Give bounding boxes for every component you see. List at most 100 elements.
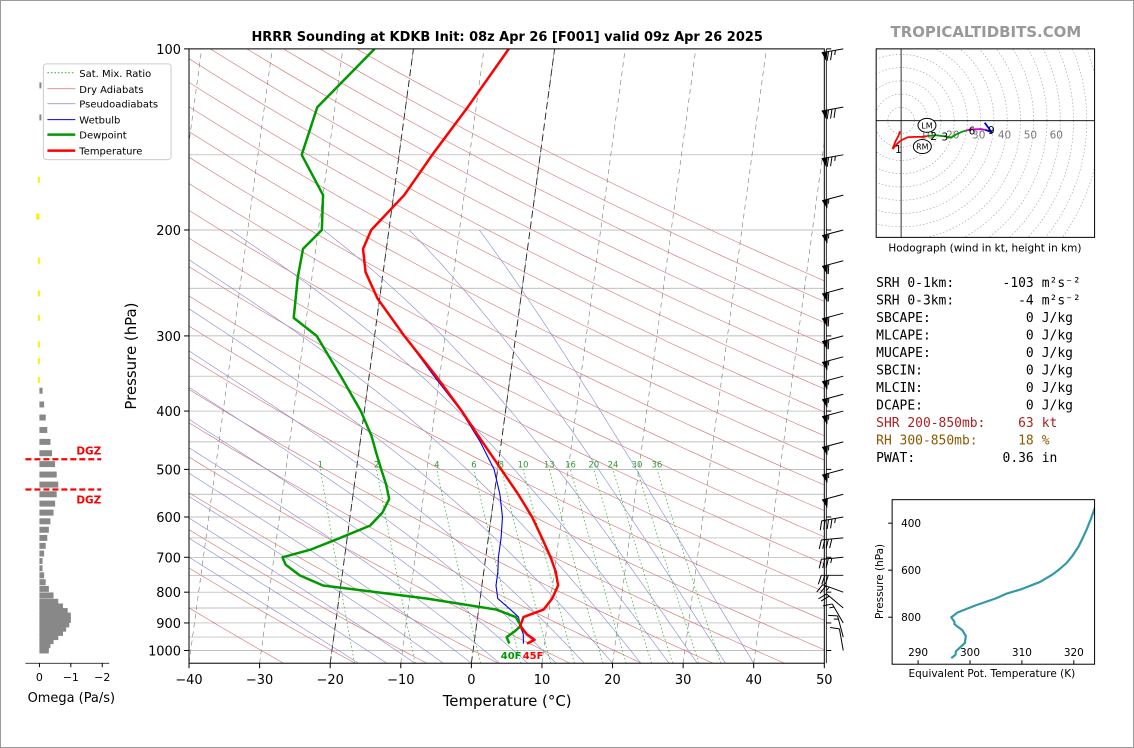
hodograph-trace: 1 2 3 6 9 LM RM xyxy=(891,117,995,156)
dry-adiabat xyxy=(189,389,714,664)
mixing-ratio-label: 8 xyxy=(499,459,504,469)
stat-value: 0.36 xyxy=(1003,451,1034,466)
omega-bar xyxy=(39,500,56,507)
barb-full xyxy=(820,595,830,602)
theta-e-line xyxy=(950,505,1095,660)
barb-full xyxy=(817,575,822,585)
mixing-ratio-line xyxy=(612,469,674,664)
pseudoadiabat xyxy=(189,308,613,664)
omega-bar xyxy=(36,213,40,220)
omega-tick-label: −2 xyxy=(94,671,110,684)
wind-barb xyxy=(821,194,844,209)
storm-motion-marker xyxy=(917,117,937,133)
stat-label: PWAT: xyxy=(876,451,915,466)
chart-title: HRRR Sounding at KDKB Init: 08z Apr 26 [… xyxy=(251,30,762,45)
wind-barb xyxy=(821,468,844,483)
barb-full xyxy=(827,264,830,275)
barb-half xyxy=(833,618,839,620)
skewt-frame xyxy=(188,48,825,664)
omega-bar xyxy=(39,461,56,468)
hodograph-rings: 10 20 30 40 50 60 xyxy=(876,48,1095,238)
pressure-tick-label: 500 xyxy=(156,463,181,478)
mixing-ratio-line xyxy=(501,469,552,664)
barb-half xyxy=(828,233,830,239)
barb-full xyxy=(816,584,824,593)
skewt-legend: Sat. Mix. Ratio Dry Adiabats Pseudoadiab… xyxy=(42,63,172,161)
omega-bar xyxy=(39,414,46,421)
omega-bar xyxy=(39,387,43,394)
temp-tick-label: 10 xyxy=(534,673,550,688)
omega-bar xyxy=(39,617,71,624)
barb-full xyxy=(827,292,830,302)
barb-full xyxy=(822,539,826,549)
temp-tick-label: 40 xyxy=(745,673,761,688)
dgz-label: DGZ xyxy=(76,494,101,506)
temperature-line xyxy=(361,48,560,645)
barb-full xyxy=(827,317,830,327)
pseudoadiabat xyxy=(189,517,416,664)
stat-unit: J/kg xyxy=(1042,329,1073,344)
dry-adiabat xyxy=(189,607,284,664)
hodograph-segment xyxy=(965,128,986,132)
barb-full xyxy=(829,538,833,549)
barb-shaft xyxy=(837,615,844,638)
omega-bar xyxy=(39,585,49,592)
mixing-ratio-line xyxy=(570,469,627,664)
barb-half xyxy=(828,380,830,385)
pseudoadiabat xyxy=(189,496,444,664)
mixing-ratio-labels: 1 2 4 6 8 10 13 16 20 24 30 36 xyxy=(318,459,663,469)
dry-adiabat xyxy=(189,210,825,538)
temp-tick-label: 50 xyxy=(816,673,832,688)
wind-barb xyxy=(821,441,844,456)
omega-bar xyxy=(37,341,40,348)
barb-full xyxy=(818,593,827,600)
stat-value: 0 xyxy=(1026,381,1034,396)
wind-barb xyxy=(818,593,844,609)
pseudoadiabat xyxy=(189,387,557,664)
dgz-label: DGZ xyxy=(76,445,101,457)
stat-label: RH 300-850mb: xyxy=(876,433,977,448)
stat-unit: J/kg xyxy=(1042,381,1073,396)
dry-adiabat xyxy=(189,58,825,390)
barb-half xyxy=(828,445,830,451)
mixing-ratio-label: 10 xyxy=(518,459,529,469)
stat-unit: in xyxy=(1042,451,1058,466)
stat-label: SRH 0-1km: xyxy=(876,276,954,291)
dry-adiabat xyxy=(283,48,825,323)
isotherm xyxy=(541,48,626,664)
dry-adiabat xyxy=(189,357,785,664)
dry-adiabat xyxy=(189,492,499,664)
barb-shaft xyxy=(821,194,844,202)
omega-bar xyxy=(39,114,42,121)
wind-barb xyxy=(821,410,844,425)
hodograph-segment xyxy=(891,135,928,150)
pseudoadiabat xyxy=(323,229,698,664)
stat-unit: J/kg xyxy=(1042,311,1073,326)
omega-bar xyxy=(37,176,40,183)
omega-bar xyxy=(37,257,40,264)
dry-adiabat xyxy=(189,456,571,664)
theta-e-trace xyxy=(950,505,1095,660)
wind-barb xyxy=(821,493,844,508)
omega-panel: DGZ DGZ 0 −1 −2 xyxy=(25,82,110,684)
omega-bar xyxy=(39,401,45,408)
theta-e-xtick-label: 320 xyxy=(1064,647,1084,659)
hodograph-ring-label: 40 xyxy=(998,130,1011,142)
dry-adiabat xyxy=(189,131,825,461)
stat-label: SBCIN: xyxy=(876,363,923,378)
stat-unit: J/kg xyxy=(1042,363,1073,378)
barb-shaft xyxy=(821,229,844,237)
omega-bar xyxy=(39,579,46,586)
omega-bar xyxy=(39,534,48,541)
legend-temperature: Temperature xyxy=(78,147,142,158)
barb-full xyxy=(821,575,826,585)
pseudoadiabat xyxy=(189,447,500,664)
mixing-ratio-label: 2 xyxy=(374,459,379,469)
omega-bar xyxy=(37,376,40,383)
omega-bar xyxy=(39,603,63,610)
stat-unit: J/kg xyxy=(1042,346,1073,361)
legend-dry-adiabats: Dry Adiabats xyxy=(79,85,143,96)
barb-shaft xyxy=(821,260,844,267)
barb-shaft xyxy=(821,516,844,522)
